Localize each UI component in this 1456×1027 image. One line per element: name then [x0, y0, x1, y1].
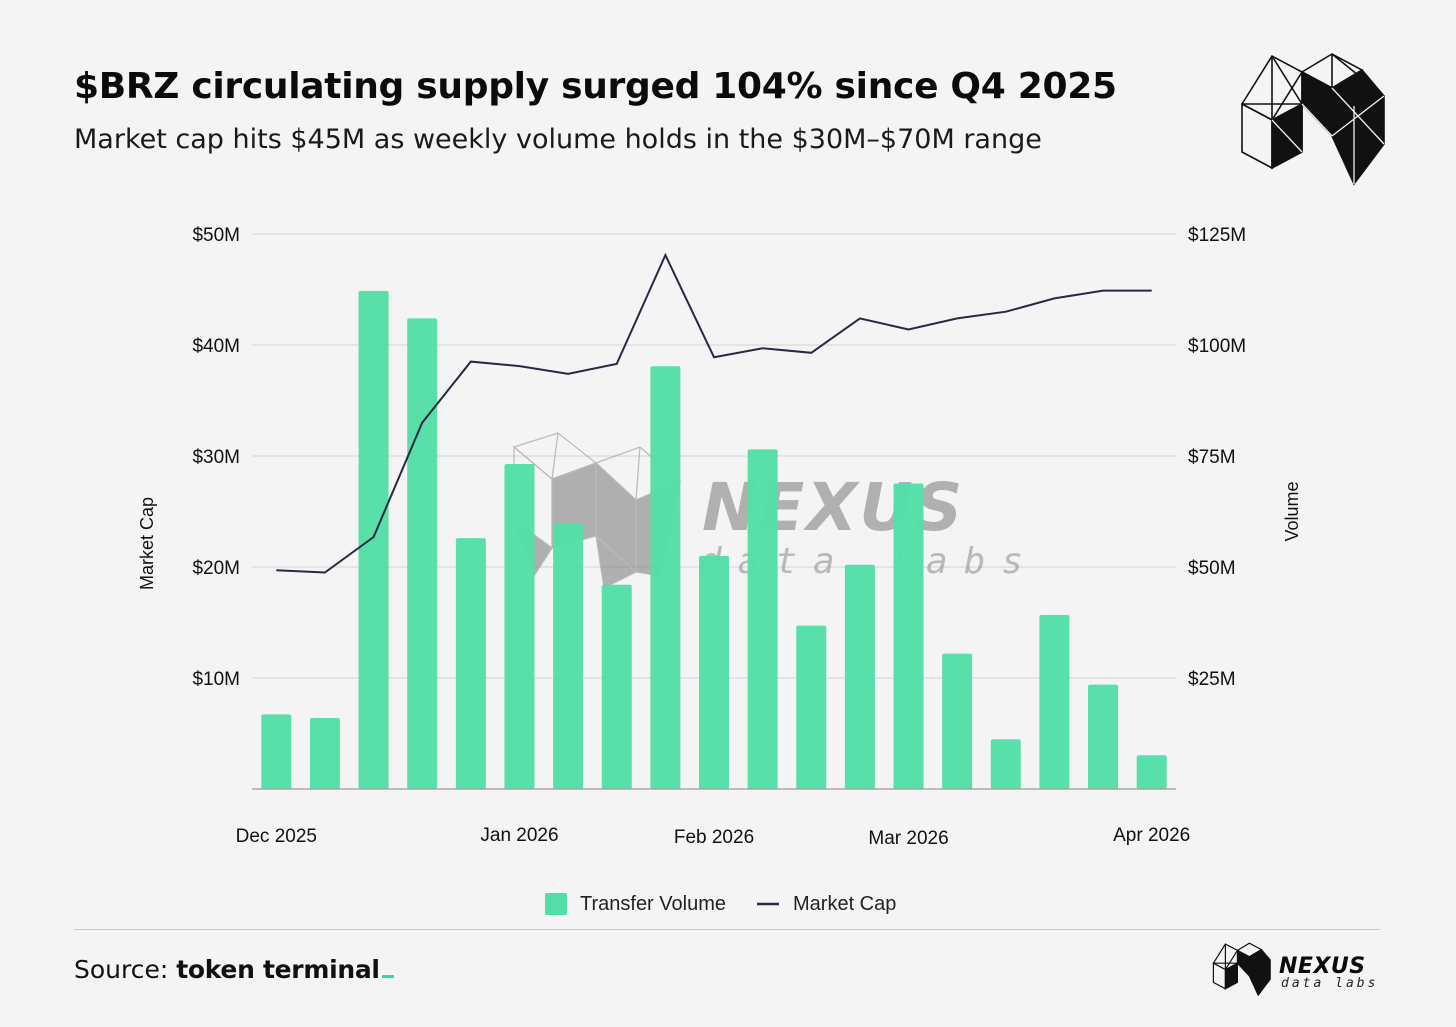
volume-bar: [407, 318, 438, 789]
source-underscore: [381, 975, 394, 978]
source-label: Source:: [74, 955, 169, 984]
nexus-logo-icon: [1240, 53, 1385, 186]
volume-bar: [893, 483, 924, 789]
y-right-tick-label: $75M: [1188, 447, 1236, 468]
volume-bar: [309, 717, 340, 789]
volume-bar: [261, 714, 292, 789]
volume-bar: [747, 449, 778, 789]
footer-brand-name: NEXUS: [1279, 954, 1366, 979]
volume-bar: [455, 538, 486, 789]
y-left-tick-label: $50M: [192, 225, 240, 246]
y-right-tick-label: $125M: [1188, 225, 1246, 246]
volume-bar: [990, 739, 1021, 789]
watermark-name: NEXUS: [702, 469, 964, 546]
y-right-tick-label: $50M: [1188, 558, 1236, 579]
volume-bar: [1136, 755, 1167, 789]
y-left-tick-label: $20M: [192, 558, 240, 579]
volume-bar: [358, 290, 389, 789]
footer-brand-sub: data labs: [1281, 976, 1379, 991]
x-tick-label: Dec 2025: [236, 826, 317, 847]
y-right-axis-title: Volume: [1282, 481, 1302, 541]
footer-divider: [74, 929, 1380, 930]
volume-bar: [553, 523, 584, 789]
legend-swatch-volume: [545, 893, 567, 915]
source-credit: Source: token terminal: [74, 955, 394, 984]
x-tick-label: Jan 2026: [480, 825, 558, 846]
volume-bar: [1039, 614, 1070, 789]
legend-label-marketcap: Market Cap: [793, 893, 896, 915]
y-left-axis-title: Market Cap: [137, 497, 157, 590]
volume-bar: [650, 366, 681, 789]
y-right-tick-label: $25M: [1188, 669, 1236, 690]
volume-bar: [942, 653, 973, 789]
x-tick-label: Feb 2026: [674, 827, 754, 848]
volume-bar: [601, 584, 632, 789]
source-name: token terminal: [176, 955, 380, 984]
volume-bar: [504, 463, 535, 789]
nexus-small-logo-icon: [1212, 942, 1271, 996]
y-left-tick-label: $30M: [192, 447, 240, 468]
x-tick-label: Apr 2026: [1113, 825, 1190, 846]
legend-label-volume: Transfer Volume: [580, 893, 726, 915]
y-left-tick-label: $10M: [192, 669, 240, 690]
y-left-tick-label: $40M: [192, 336, 240, 357]
chart-title: $BRZ circulating supply surged 104% sinc…: [74, 66, 1117, 107]
volume-bar: [796, 625, 827, 789]
market-cap-line: [276, 252, 1152, 574]
volume-bar: [699, 555, 729, 789]
x-tick-label: Mar 2026: [868, 828, 948, 849]
volume-bar: [1088, 684, 1119, 789]
chart-subtitle: Market cap hits $45M as weekly volume ho…: [74, 124, 1042, 155]
volume-bar: [844, 564, 875, 789]
y-right-tick-label: $100M: [1188, 336, 1246, 357]
